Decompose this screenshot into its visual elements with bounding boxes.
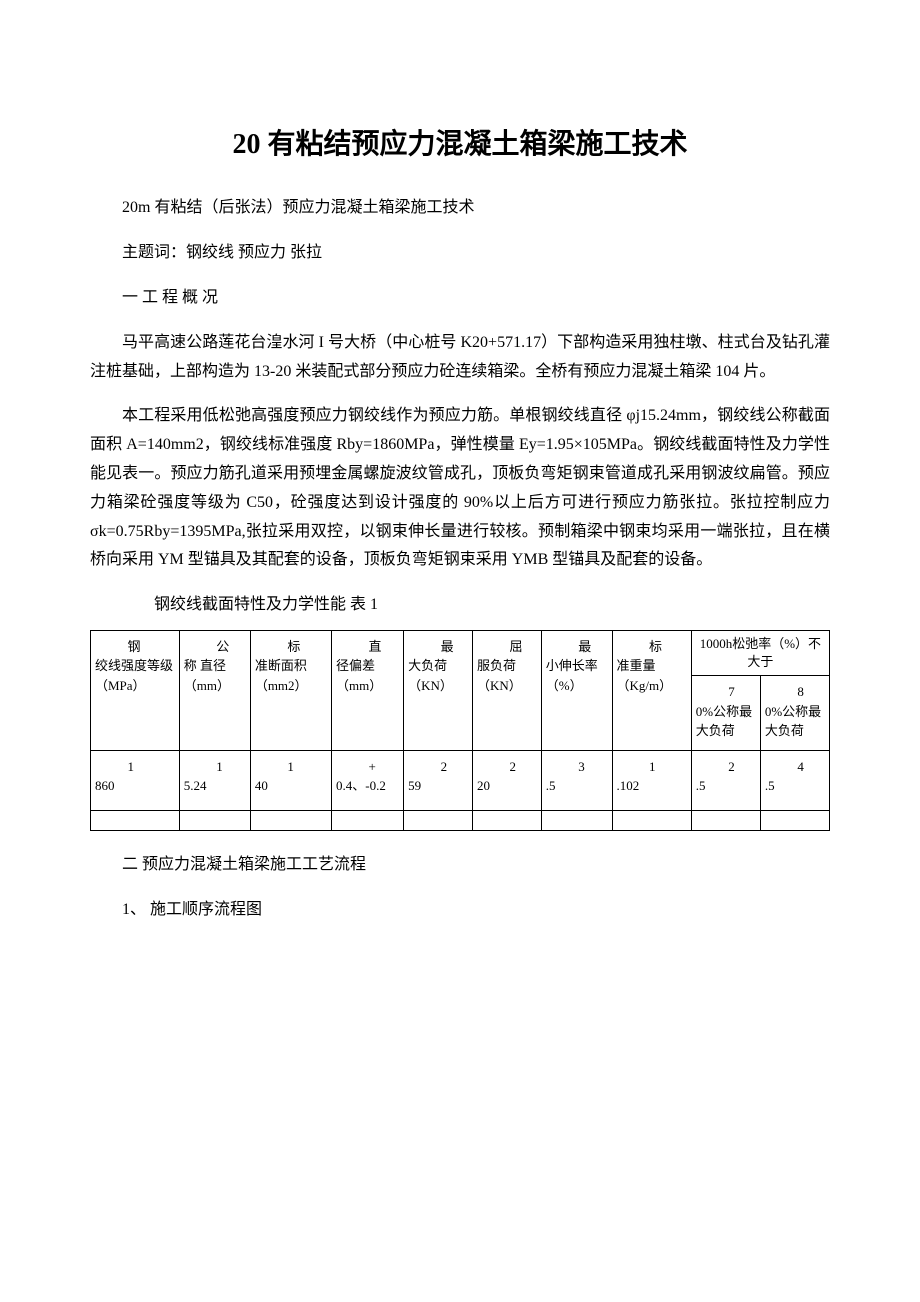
header-cell-elongation: 最 小伸长率（%）: [541, 630, 612, 750]
header-cell-strength: 钢 绞线强度等级（MPa）: [91, 630, 180, 750]
section-2-heading: 二 预应力混凝土箱梁施工工艺流程: [90, 851, 830, 880]
list-item-1: 1、 施工顺序流程图: [90, 896, 830, 925]
document-title: 20 有粘结预应力混凝土箱梁施工技术: [90, 120, 830, 170]
header-cell-80pct: 8 0%公称最大负荷: [760, 676, 829, 751]
header-cell-diameter: 公 称 直径（mm）: [179, 630, 250, 750]
header-cell-area: 标 准断面积（mm2）: [250, 630, 331, 750]
table-caption: 钢绞线截面特性及力学性能 表 1: [90, 591, 830, 620]
keywords-line: 主题词：钢绞线 预应力 张拉: [90, 239, 830, 268]
data-cell-diameter: 1 5.24: [179, 750, 250, 810]
paragraph-2: 本工程采用低松弛高强度预应力钢绞线作为预应力筋。单根钢绞线直径 φj15.24m…: [90, 402, 830, 575]
header-cell-deviation: 直 径偏差（mm）: [332, 630, 404, 750]
data-cell-maxload: 2 59: [404, 750, 473, 810]
data-cell-yieldload: 2 20: [472, 750, 541, 810]
data-cell-80pct: 4 .5: [760, 750, 829, 810]
table-header-row: 钢 绞线强度等级（MPa） 公 称 直径（mm） 标 准断面积（mm2） 直 径…: [91, 630, 830, 675]
table-blank-row: [91, 810, 830, 830]
data-cell-elongation: 3 .5: [541, 750, 612, 810]
paragraph-1: 马平高速公路莲花台湟水河 I 号大桥（中心桩号 K20+571.17）下部构造采…: [90, 329, 830, 387]
header-cell-70pct: 7 0%公称最大负荷: [691, 676, 760, 751]
data-cell-weight: 1 .102: [612, 750, 691, 810]
subtitle-paragraph: 20m 有粘结（后张法）预应力混凝土箱梁施工技术: [90, 194, 830, 223]
header-cell-maxload: 最 大负荷（KN）: [404, 630, 473, 750]
table-data-row: 1 860 1 5.24 1 40 + 0.4、-0.2 2 5: [91, 750, 830, 810]
header-cell-weight: 标 准重量（Kg/m）: [612, 630, 691, 750]
data-cell-area: 1 40: [250, 750, 331, 810]
data-cell-deviation: + 0.4、-0.2: [332, 750, 404, 810]
header-cell-yieldload: 屈 服负荷（KN）: [472, 630, 541, 750]
data-cell-70pct: 2 .5: [691, 750, 760, 810]
data-cell-strength: 1 860: [91, 750, 180, 810]
properties-table: 钢 绞线强度等级（MPa） 公 称 直径（mm） 标 准断面积（mm2） 直 径…: [90, 630, 830, 831]
section-1-heading: 一 工 程 概 况: [90, 284, 830, 313]
header-cell-relaxation-span: 1000h松弛率（%）不大于: [691, 630, 829, 675]
